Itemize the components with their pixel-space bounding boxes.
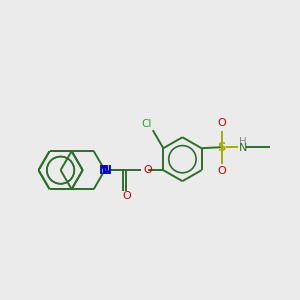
Text: N: N	[99, 164, 109, 177]
Text: O: O	[122, 191, 131, 201]
Text: N: N	[102, 164, 112, 177]
Text: O: O	[143, 165, 152, 175]
Text: Cl: Cl	[141, 119, 151, 129]
Text: H: H	[239, 137, 247, 147]
Text: O: O	[218, 118, 226, 128]
Text: S: S	[218, 141, 226, 154]
Text: N: N	[239, 143, 247, 153]
Text: O: O	[218, 166, 226, 176]
